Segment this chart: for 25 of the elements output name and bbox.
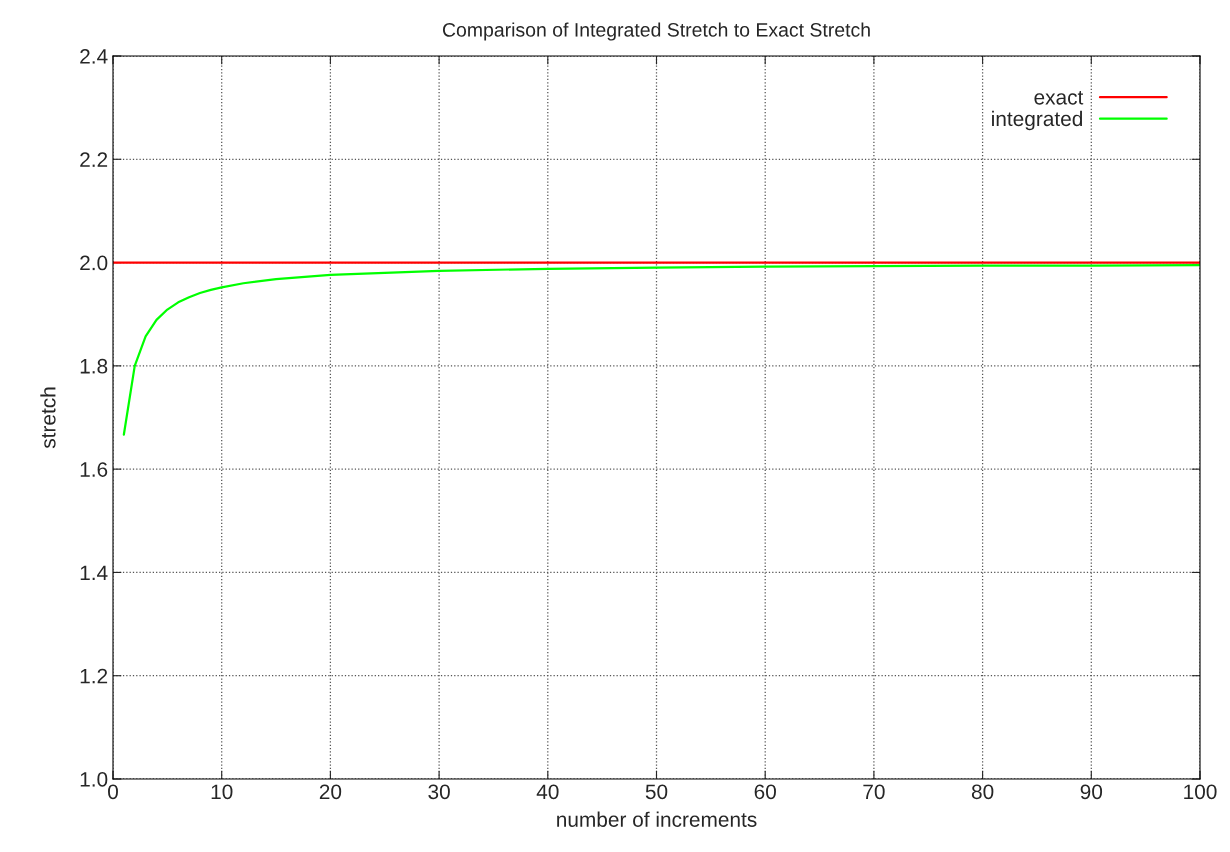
x-tick-label: 100 [1184, 784, 1217, 800]
x-tick-label: 30 [428, 784, 450, 800]
y-axis-title: stretch [40, 387, 56, 449]
y-tick-label: 1.8 [80, 358, 108, 374]
y-tick-label: 1.6 [80, 462, 108, 477]
y-tick-label: 2.2 [80, 152, 108, 167]
x-tick-label: 80 [971, 784, 994, 800]
x-tick-label: 0 [108, 784, 118, 800]
y-tick-label: 1.0 [80, 772, 108, 787]
y-tick-label: 1.2 [80, 668, 108, 684]
x-tick-label: 10 [211, 784, 233, 800]
x-tick-label: 90 [1080, 784, 1103, 800]
x-tick-label: 50 [645, 784, 668, 800]
legend-label: integrated [992, 110, 1082, 131]
line-series [122, 264, 1200, 436]
y-tick-label: 2.4 [80, 49, 108, 64]
x-tick-label: 70 [863, 784, 885, 800]
legend-label: exact [1034, 90, 1084, 105]
x-tick-label: 40 [536, 784, 559, 800]
x-tick-label: 60 [754, 784, 776, 800]
y-tick-label: 2.0 [80, 255, 108, 271]
x-tick-label: 20 [319, 784, 342, 800]
chart-title: Comparison of Integrated Stretch to Exact Stretch [442, 22, 870, 41]
y-tick-label: 1.4 [80, 565, 108, 580]
x-axis-title: number of increments [557, 811, 757, 827]
